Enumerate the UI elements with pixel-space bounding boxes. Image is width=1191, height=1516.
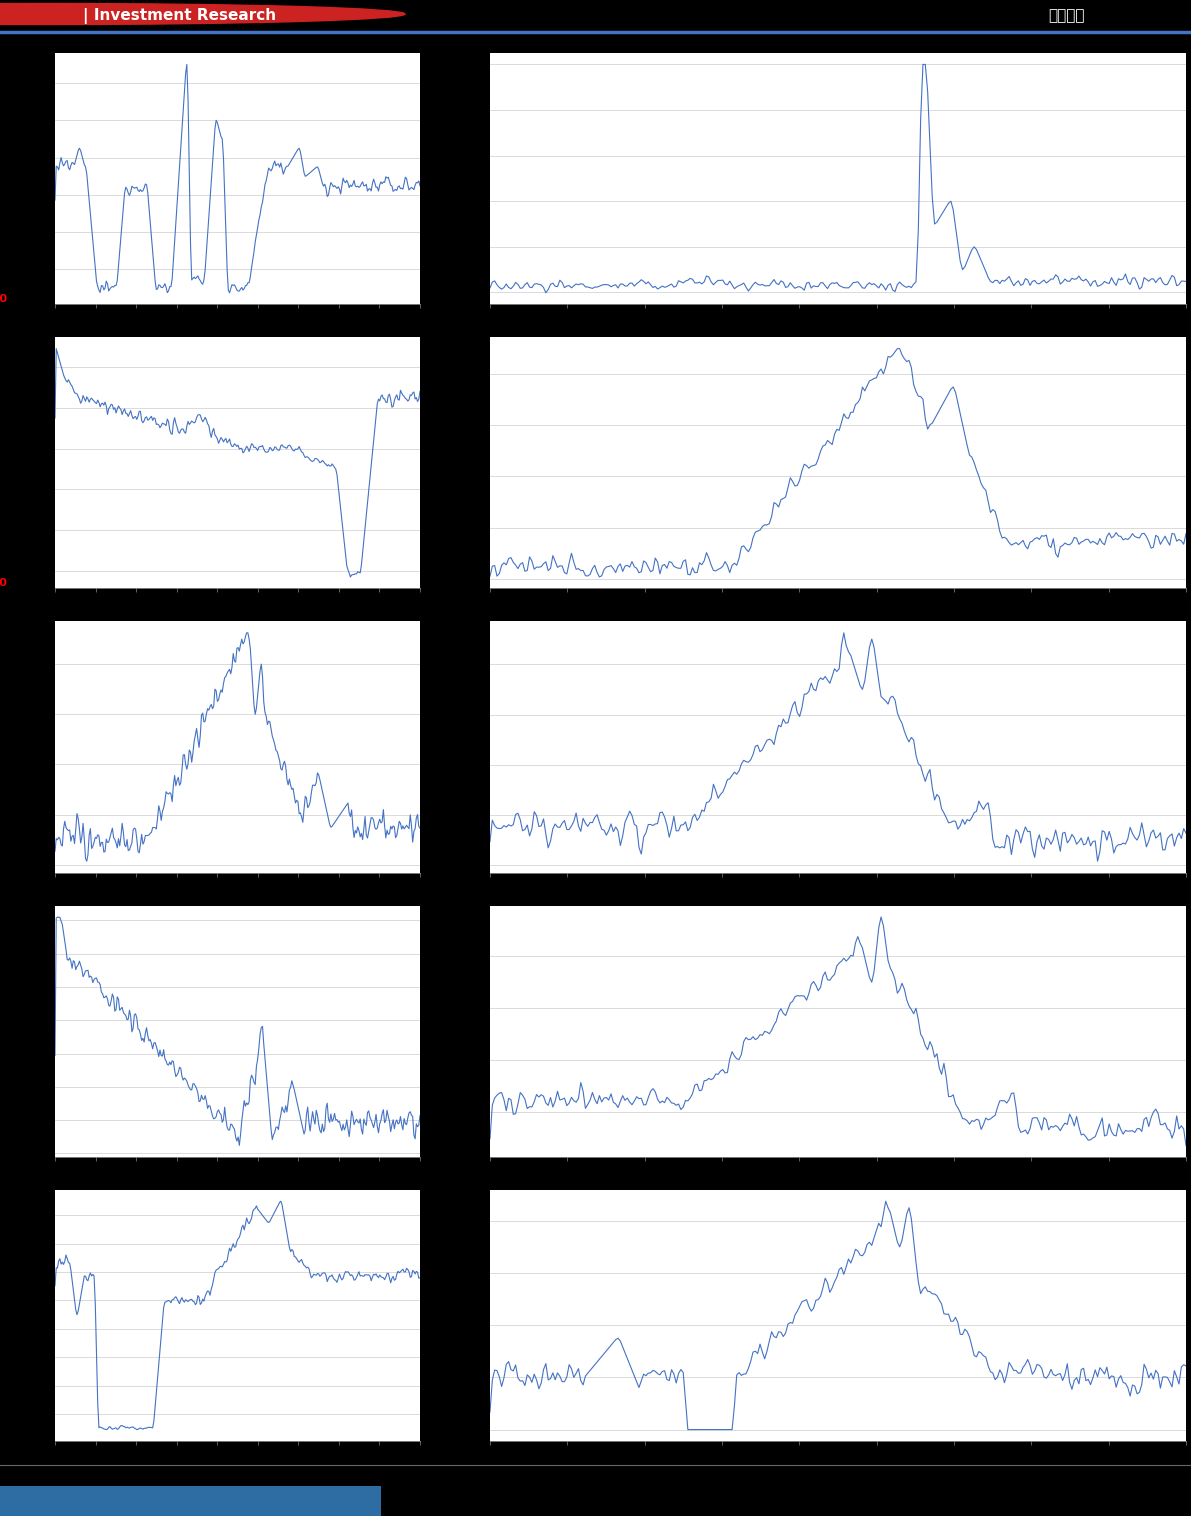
Text: 估値周报: 估値周报 xyxy=(1048,8,1085,23)
Circle shape xyxy=(0,3,405,24)
FancyBboxPatch shape xyxy=(0,1486,381,1516)
Text: | Investment Research: | Investment Research xyxy=(83,8,276,24)
Text: -30: -30 xyxy=(0,579,7,588)
Text: -40: -40 xyxy=(0,294,7,305)
